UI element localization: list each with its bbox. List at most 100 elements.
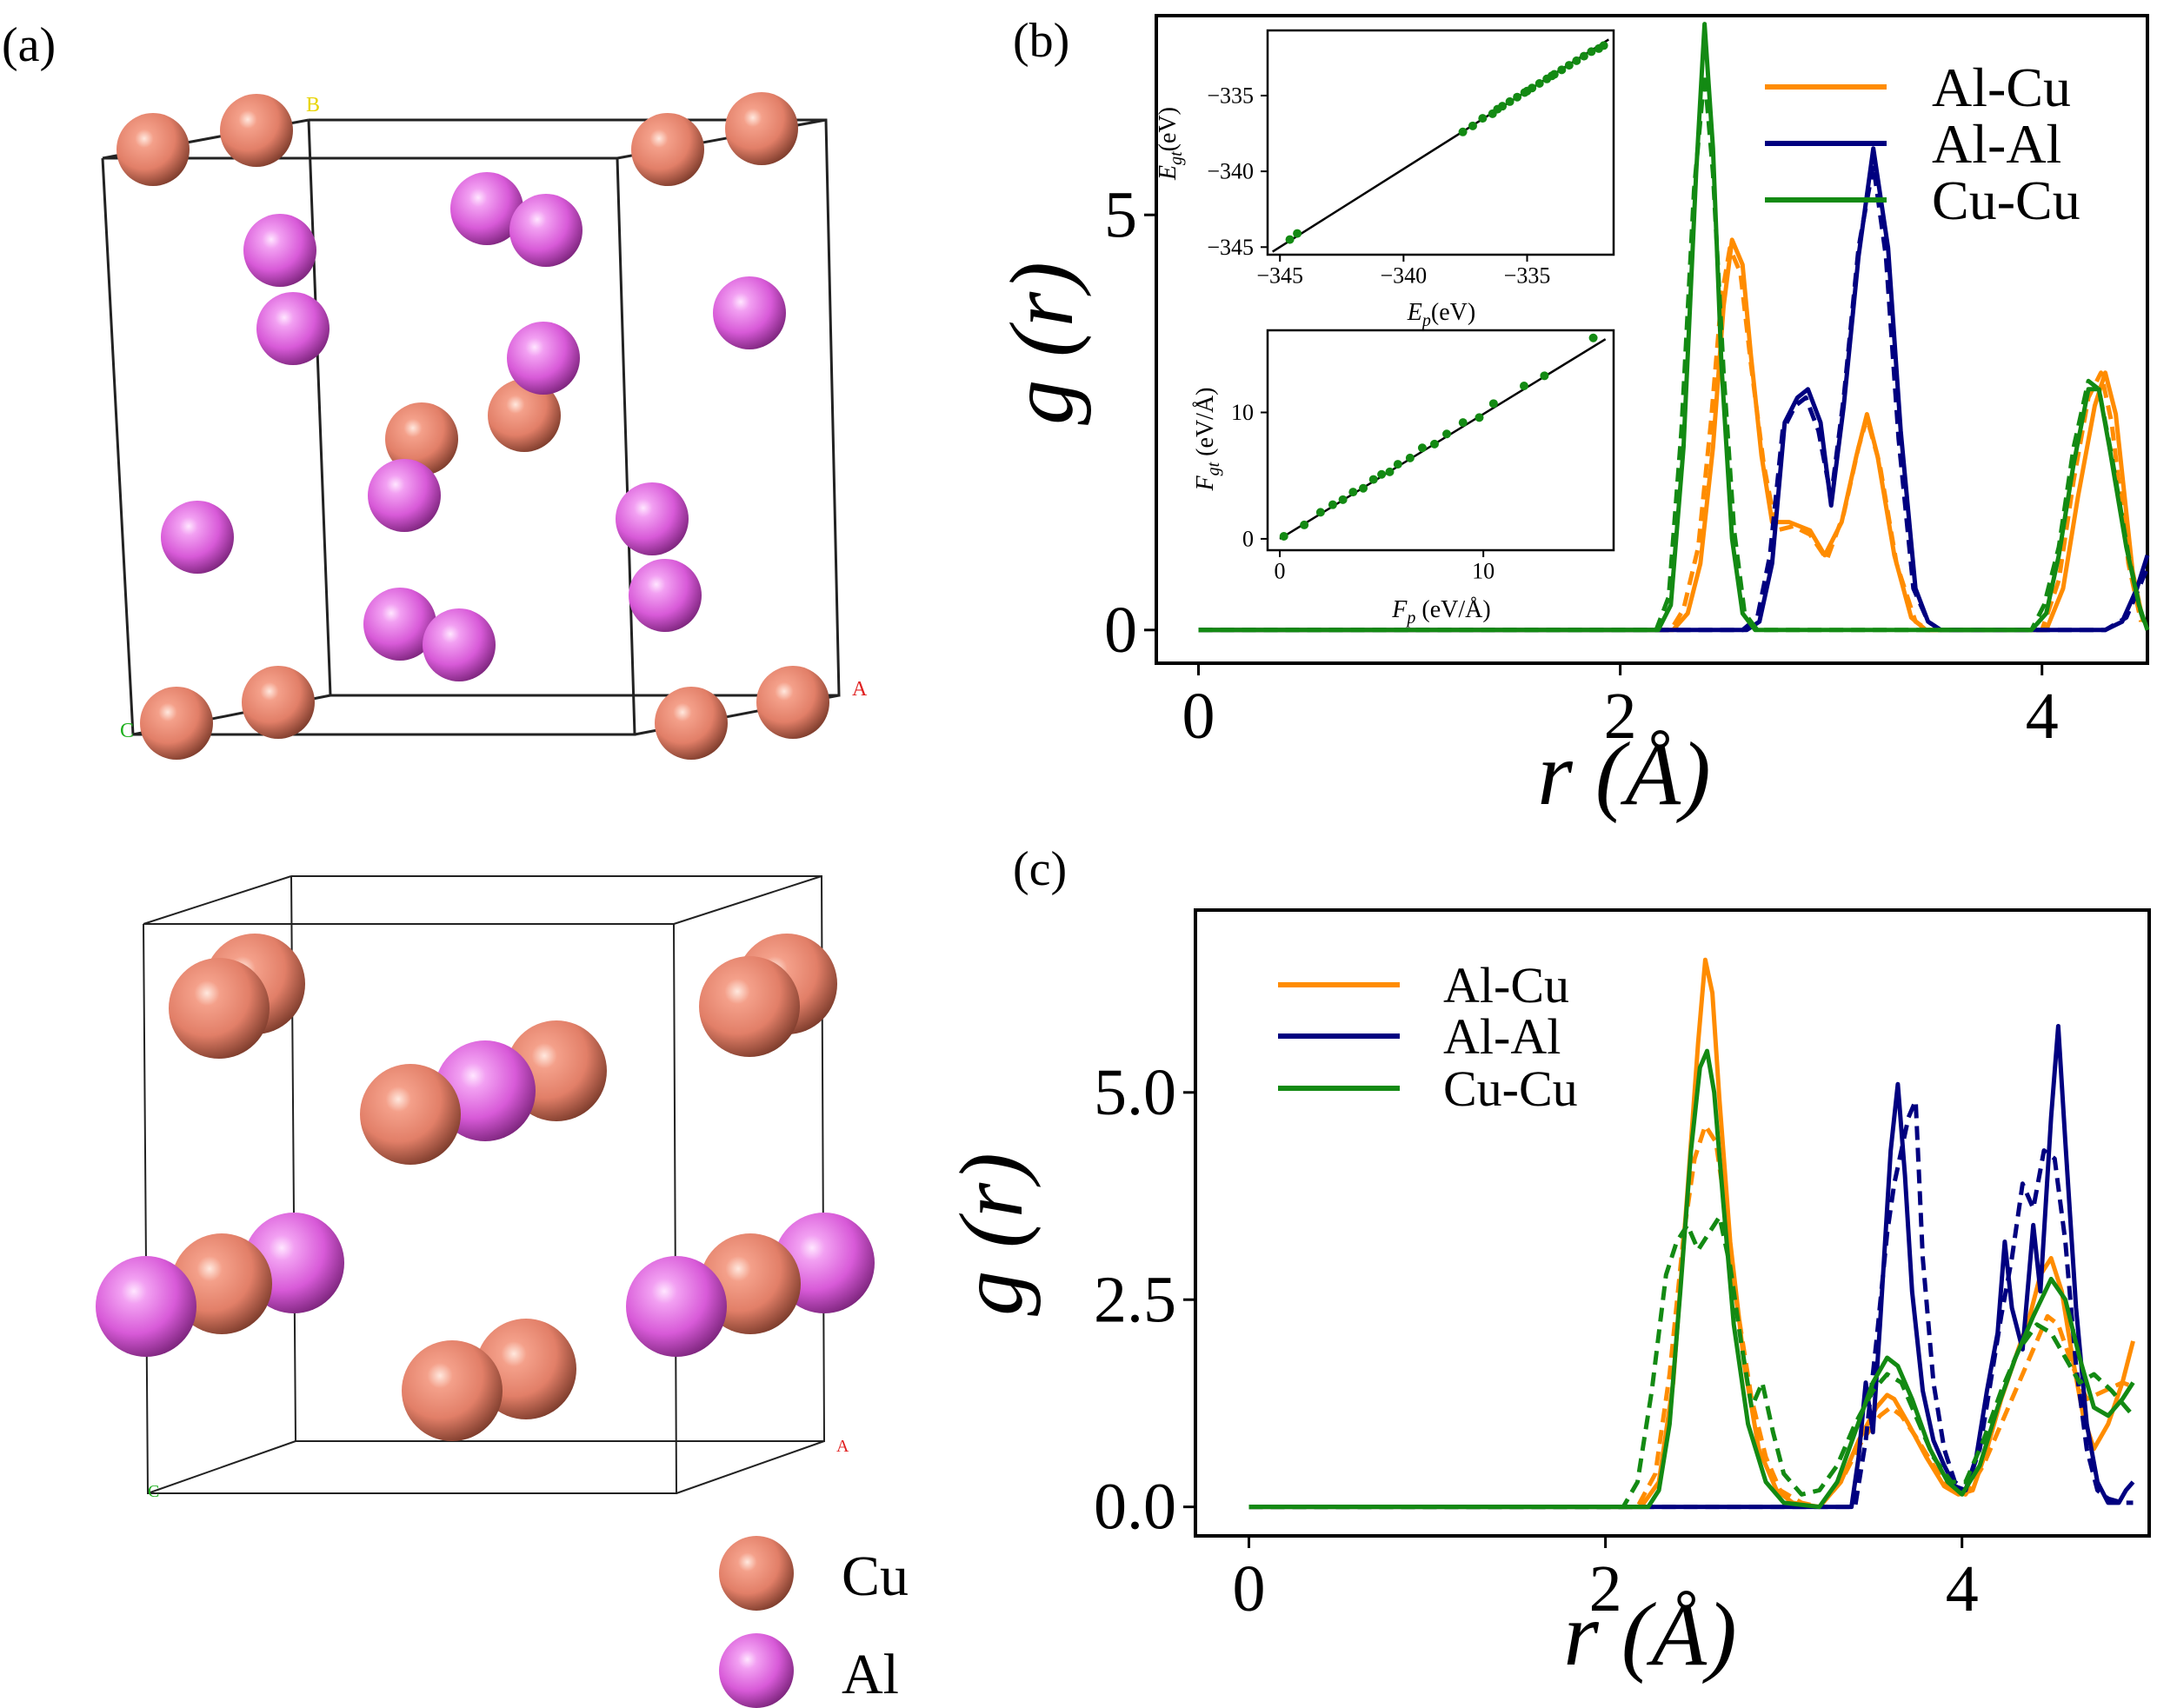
x-tick-label: 2 [1604, 680, 1637, 753]
y-tick-label: −340 [1207, 159, 1254, 184]
legend-cu-atom [719, 1536, 794, 1611]
legend-c-cu-cu-label: Cu-Cu [1443, 1060, 1578, 1117]
x-tick-label: 0 [1233, 1552, 1266, 1625]
parity-point [1442, 429, 1452, 439]
cu-atom [385, 402, 458, 475]
inset-force-points [1279, 333, 1607, 542]
crystal-structure-top: B A C [101, 92, 868, 760]
parity-point [1417, 443, 1427, 453]
chart-b-series [1198, 22, 2150, 633]
y-tick-label: 5 [1104, 178, 1137, 251]
parity-point [1535, 79, 1544, 89]
parity-point [1359, 483, 1368, 493]
x-tick-label: 4 [1946, 1552, 1979, 1625]
axis-label-c-bottom: C [148, 1482, 159, 1501]
parity-point [1475, 413, 1484, 422]
axis-label-c-top: C [120, 720, 134, 742]
inset-force-ylabel: Fgt (eV/Å) [1192, 388, 1223, 492]
chart-c-ylabel: g (r) [942, 1153, 1042, 1316]
cu-atom [220, 94, 293, 167]
series-al-al-solid [1198, 146, 2150, 633]
al-atom [507, 322, 580, 395]
x-tick-label: −345 [1256, 263, 1303, 289]
al-atom [368, 459, 441, 532]
series-cu-cu-solid [1198, 22, 2150, 633]
x-tick-label: 4 [2026, 680, 2059, 753]
parity-point [1368, 475, 1378, 484]
atom-legend: Cu Al [719, 1536, 909, 1708]
parity-point [1564, 61, 1574, 70]
parity-point [1478, 114, 1488, 123]
chart-b-legend: Al-Cu Al-Al Cu-Cu [1765, 56, 2080, 231]
y-tick-label: 0.0 [1094, 1471, 1176, 1544]
al-atom [713, 276, 786, 349]
legend-b-al-al-label: Al-Al [1932, 113, 2061, 175]
series-al-cu-dashed [1248, 1123, 2134, 1510]
al-atom [423, 608, 496, 681]
parity-point [1458, 127, 1468, 136]
parity-point [1279, 532, 1288, 542]
y-tick-label: −345 [1207, 235, 1254, 260]
chart-c-frame [1194, 908, 2151, 1538]
parity-point [1547, 71, 1556, 81]
parity-point [1488, 399, 1498, 409]
al-atom [509, 194, 583, 267]
y-tick-label: 5.0 [1094, 1056, 1176, 1129]
x-tick-label: 0 [1275, 559, 1286, 584]
parity-point [1505, 96, 1515, 106]
al-atom [96, 1256, 196, 1357]
parity-point [1385, 467, 1395, 476]
cu-atom [140, 687, 213, 760]
cu-atom [699, 956, 800, 1057]
x-tick-label: 0 [1182, 680, 1215, 753]
series-cu-cu-dashed [1198, 71, 2150, 633]
parity-point [1377, 469, 1387, 479]
parity-point [1579, 51, 1588, 61]
crystal-structure-bottom: A C [96, 875, 875, 1501]
parity-point [1522, 86, 1532, 96]
al-atom [256, 292, 330, 365]
inset-energy: −345 −340 −335 −345 −340 −335 Ep(eV) Egt(eV) [1155, 29, 1615, 330]
parity-point [1315, 508, 1325, 517]
legend-b-al-cu-label: Al-Cu [1932, 56, 2071, 118]
axis-label-a-top: A [852, 678, 868, 701]
chart-c-series [1248, 957, 2135, 1510]
parity-point [1493, 104, 1502, 114]
chart-c-xlabel: r (Å) [1563, 1585, 1736, 1685]
legend-b-cu-cu-label: Cu-Cu [1932, 169, 2080, 231]
cu-atom [725, 92, 798, 165]
chart-c-legend: Al-Cu Al-Al Cu-Cu [1278, 957, 1578, 1117]
x-tick-label: 10 [1472, 559, 1495, 584]
parity-point [1587, 47, 1596, 56]
atoms-bottom [96, 934, 875, 1441]
parity-point [1458, 418, 1468, 428]
chart-b-yticks: 05 [1104, 178, 1156, 667]
legend-cu-label: Cu [842, 1545, 909, 1608]
legend-al-label: Al [842, 1643, 899, 1706]
chart-c-yticks: 0.0 2.5 5.0 [1094, 1056, 1195, 1544]
inset-force-ticks: 0 10 0 10 [1231, 400, 1495, 584]
parity-point [1513, 92, 1522, 102]
x-tick-label: 2 [1589, 1552, 1622, 1625]
cu-atom [117, 113, 190, 186]
legend-al-atom [719, 1633, 794, 1708]
al-atom [616, 482, 689, 555]
inset-energy-ticks: −345 −340 −335 −345 −340 −335 [1207, 83, 1550, 289]
cu-atom [171, 1233, 272, 1334]
x-tick-label: −335 [1504, 263, 1551, 289]
y-tick-label: 2.5 [1094, 1263, 1176, 1336]
chart-b-xticks: 0 2 4 [1182, 663, 2059, 753]
al-atom [450, 172, 523, 245]
atoms-top [117, 92, 829, 760]
cu-atom [631, 113, 704, 186]
chart-c: 0 2 4 0.0 2.5 5.0 g (r) r (Å) Al-Cu Al-Al Cu… [942, 908, 2151, 1685]
chart-b-ylabel: g (r) [992, 262, 1092, 425]
parity-point [1285, 235, 1295, 244]
inset-energy-ylabel: Egt(eV) [1155, 107, 1186, 181]
parity-point [1293, 229, 1302, 238]
legend-c-al-cu-label: Al-Cu [1443, 957, 1569, 1014]
cu-atom [402, 1340, 503, 1441]
al-atom [243, 214, 316, 287]
inset-energy-points [1272, 38, 1609, 253]
panel-a-label: (a) [2, 18, 56, 72]
